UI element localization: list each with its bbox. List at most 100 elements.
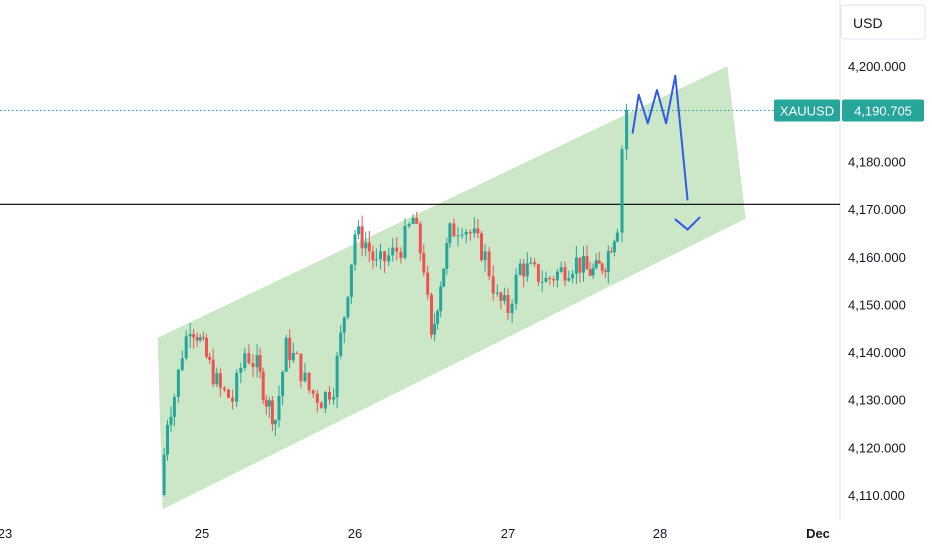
candle	[540, 270, 544, 292]
candle	[172, 393, 176, 427]
candle	[514, 268, 518, 311]
candle	[218, 368, 222, 397]
candle	[335, 351, 339, 409]
candle	[247, 344, 251, 365]
candle	[615, 228, 619, 243]
candle	[364, 231, 368, 257]
candle	[606, 244, 610, 284]
candle	[339, 325, 343, 360]
candle	[379, 243, 382, 270]
candle	[261, 367, 265, 405]
candle	[383, 250, 387, 273]
candle	[303, 362, 307, 383]
candle	[518, 259, 522, 276]
candle	[559, 261, 563, 273]
candle	[323, 391, 327, 414]
candle	[588, 262, 592, 277]
candle	[578, 257, 582, 283]
candle	[522, 259, 526, 288]
candle	[491, 265, 495, 301]
candle	[162, 448, 166, 497]
candle	[169, 406, 173, 432]
candle	[295, 351, 299, 355]
candle	[346, 296, 350, 320]
candle	[430, 292, 433, 339]
currency-label: USD	[853, 15, 883, 31]
candle	[184, 330, 188, 361]
time-axis: 23 25 26 27 28 Dec	[0, 526, 830, 541]
candle	[319, 401, 323, 409]
symbol-label: XAUUSD	[780, 103, 834, 118]
candle	[411, 214, 415, 225]
candle	[582, 246, 585, 282]
candle	[208, 352, 212, 364]
candle	[529, 257, 533, 265]
candle	[452, 218, 456, 237]
candle	[288, 329, 292, 369]
candle	[612, 239, 616, 257]
candle	[548, 276, 552, 285]
candle	[563, 261, 567, 286]
candle	[433, 313, 437, 342]
last-price-label: 4,190.705	[854, 103, 912, 118]
candle	[277, 385, 281, 428]
candle	[353, 229, 357, 271]
candle	[603, 267, 607, 278]
candle	[483, 244, 487, 272]
candle	[176, 368, 180, 403]
y-tick-label: 4,170.000	[848, 202, 906, 217]
candle	[284, 334, 288, 373]
x-tick-label: 23	[0, 526, 12, 541]
candle	[445, 237, 449, 276]
candle	[415, 211, 419, 224]
candle	[264, 395, 268, 415]
candle	[456, 226, 460, 247]
candle	[442, 268, 446, 288]
candle	[235, 369, 239, 407]
candle	[544, 271, 548, 283]
x-tick-label: 28	[653, 526, 667, 541]
candle	[426, 265, 430, 300]
price-axis: 4,200.000 4,180.000 4,170.000 4,160.000 4,15…	[848, 59, 906, 503]
x-tick-label: 26	[348, 526, 362, 541]
y-tick-label: 4,200.000	[848, 59, 906, 74]
candle	[311, 389, 315, 398]
candle	[533, 258, 537, 268]
currency-box[interactable]	[840, 4, 926, 40]
candle	[480, 230, 483, 262]
candle	[215, 367, 219, 388]
candle	[536, 263, 540, 287]
candle	[555, 269, 559, 288]
y-tick-label: 4,160.000	[848, 250, 906, 265]
symbol-tag	[774, 99, 840, 122]
candle	[395, 237, 399, 261]
candle	[439, 281, 443, 318]
candle	[506, 288, 510, 320]
candle	[510, 299, 514, 323]
x-tick-label: Dec	[806, 526, 830, 541]
y-tick-label: 4,150.000	[848, 297, 906, 312]
candle	[273, 419, 277, 436]
candle	[267, 397, 271, 418]
candle	[387, 247, 391, 266]
candle	[407, 221, 411, 229]
candle	[495, 284, 499, 297]
y-tick-label: 4,120.000	[848, 440, 906, 455]
candle	[231, 389, 235, 410]
candle	[211, 348, 215, 388]
candle	[180, 350, 184, 372]
candle	[422, 244, 426, 277]
candle	[403, 218, 407, 260]
candle	[307, 372, 311, 394]
candle	[609, 247, 613, 254]
candle	[391, 238, 395, 262]
candle	[552, 276, 556, 287]
candle	[571, 270, 575, 284]
candle	[367, 231, 371, 262]
candle	[342, 316, 346, 344]
candle	[399, 247, 403, 264]
candle	[357, 220, 361, 240]
candle	[464, 229, 468, 244]
candle	[620, 145, 624, 243]
